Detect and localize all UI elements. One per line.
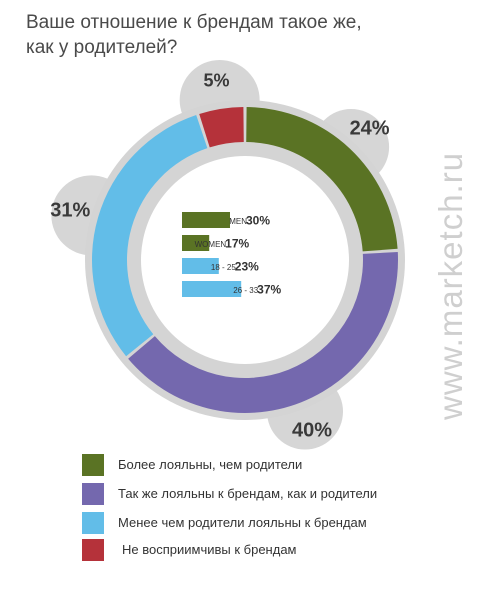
chart-title-line-1: Ваше отношение к брендам такое же,	[26, 12, 362, 33]
donut-slice-1	[246, 107, 398, 252]
bar-category-label-4: 26 - 33	[233, 286, 258, 295]
legend-label-equally-loyal: Так же лояльны к брендам, как и родители	[118, 486, 378, 501]
slice-value-label-1: 24%	[350, 118, 390, 140]
bar-value-label-2: 17%	[225, 237, 249, 251]
watermark-text: www.marketch.ru	[432, 151, 469, 420]
donut-slice-2	[128, 251, 398, 413]
bar-category-label-2: WOMEN	[195, 240, 227, 249]
legend-swatch-more-loyal	[82, 454, 104, 476]
bar-value-label-3: 23%	[235, 260, 259, 274]
donut-slice-3	[91, 114, 208, 357]
chart-title-line-2: как у родителей?	[26, 37, 178, 58]
legend-label-less-loyal: Менее чем родители лояльны к брендам	[118, 515, 367, 530]
slice-value-label-2: 40%	[292, 419, 332, 441]
bar-3	[182, 258, 219, 274]
legend-item-less-loyal: Менее чем родители лояльны к брендам	[82, 512, 462, 534]
donut-slice-4	[199, 107, 244, 148]
legend-swatch-not-susceptible	[82, 539, 104, 561]
bar-category-label-1: MEN	[229, 217, 247, 226]
legend-swatch-less-loyal	[82, 512, 104, 534]
bar-4	[182, 281, 242, 297]
legend-item-not-susceptible: Не восприимчивы к брендам	[82, 539, 462, 561]
legend-label-more-loyal: Более лояльны, чем родители	[118, 457, 303, 472]
legend-item-more-loyal: Более лояльны, чем родители	[82, 454, 462, 476]
slice-value-label-3: 31%	[50, 199, 90, 221]
bar-value-label-1: 30%	[246, 214, 270, 228]
donut-segments	[91, 107, 398, 413]
inner-bar-chart: 30%MEN 17%WOMEN 23%18 - 25 37%26 - 33	[182, 212, 282, 297]
legend-swatch-equally-loyal	[82, 483, 104, 505]
bar-value-label-4: 37%	[257, 283, 281, 297]
legend-label-not-susceptible: Не восприимчивы к брендам	[122, 542, 297, 557]
bar-2	[182, 235, 210, 251]
bar-category-label-3: 18 - 25	[211, 263, 236, 272]
inner-circle	[141, 156, 349, 364]
legend-item-equally-loyal: Так же лояльны к брендам, как и родители	[82, 483, 462, 505]
chart-title: Ваше отношение к брендам такое же, как у…	[26, 10, 386, 60]
bar-1	[182, 212, 230, 228]
slice-value-label-4: 5%	[204, 71, 230, 91]
